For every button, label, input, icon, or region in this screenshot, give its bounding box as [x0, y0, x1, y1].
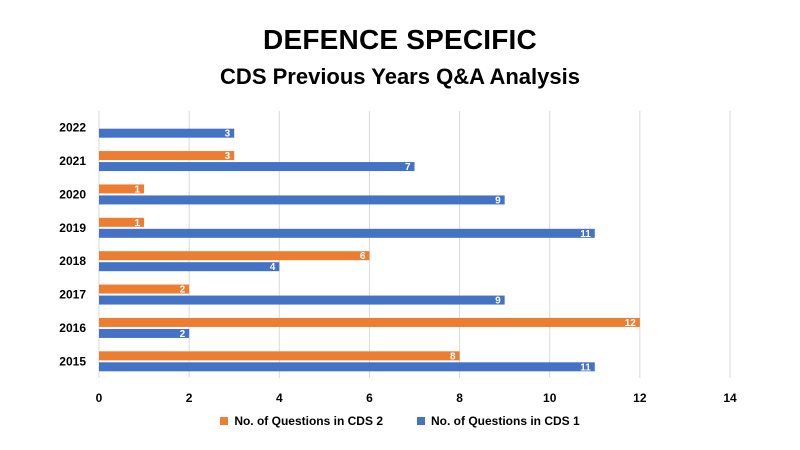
x-tick-label: 8: [456, 391, 463, 405]
y-tick-label: 2019: [59, 221, 86, 235]
x-tick-label: 14: [723, 391, 737, 405]
bar-cds2[interactable]: [99, 151, 235, 161]
data-label: 11: [580, 362, 591, 373]
x-tick-label: 6: [366, 391, 373, 405]
data-label: 3: [225, 129, 231, 140]
data-label: 3: [225, 151, 231, 162]
data-label: 9: [495, 195, 501, 206]
chart-legend: No. of Questions in CDS 2 No. of Questio…: [0, 414, 800, 428]
legend-swatch-cds2: [220, 417, 229, 425]
data-label: 6: [360, 251, 366, 262]
bar-cds1[interactable]: [99, 262, 280, 272]
data-label: 12: [625, 318, 637, 329]
data-label: 8: [450, 351, 456, 362]
y-tick-label: 2016: [59, 321, 86, 335]
bar-cds1[interactable]: [99, 228, 595, 238]
x-tick-label: 2: [186, 391, 193, 405]
y-tick-label: 2020: [59, 187, 86, 201]
legend-label-cds1: No. of Questions in CDS 1: [431, 414, 580, 428]
x-tick-label: 4: [276, 391, 283, 405]
data-label: 2: [180, 285, 186, 296]
chart-title: DEFENCE SPECIFIC: [263, 24, 537, 55]
legend-label-cds2: No. of Questions in CDS 2: [234, 414, 383, 428]
bar-cds2[interactable]: [99, 217, 145, 227]
bar-cds2[interactable]: [99, 317, 640, 327]
data-label: 7: [405, 162, 411, 173]
bar-cds2[interactable]: [99, 351, 460, 361]
chart-subtitle: CDS Previous Years Q&A Analysis: [220, 64, 580, 89]
bar-cds1[interactable]: [99, 195, 505, 205]
y-tick-label: 2018: [59, 254, 86, 268]
data-label: 11: [580, 229, 591, 240]
data-label: 4: [270, 262, 276, 273]
bar-cds1[interactable]: [99, 162, 415, 172]
bar-cds1[interactable]: [99, 295, 505, 305]
bar-cds2[interactable]: [99, 184, 145, 194]
bar-cds1[interactable]: [99, 328, 190, 338]
x-tick-label: 12: [633, 391, 647, 405]
data-label: 9: [495, 296, 501, 307]
x-tick-label: 0: [96, 391, 103, 405]
bar-cds2[interactable]: [99, 251, 370, 261]
y-tick-label: 2015: [59, 354, 86, 368]
legend-item-cds1[interactable]: No. of Questions in CDS 1: [417, 414, 580, 428]
x-tick-label: 10: [543, 391, 557, 405]
legend-item-cds2[interactable]: No. of Questions in CDS 2: [220, 414, 383, 428]
data-label: 2: [180, 329, 186, 340]
bar-cds1[interactable]: [99, 362, 595, 372]
data-label: 1: [135, 184, 141, 195]
bar-cds2[interactable]: [99, 284, 190, 294]
y-tick-label: 2022: [59, 121, 86, 135]
data-label: 1: [135, 218, 141, 229]
bar-cds1[interactable]: [99, 128, 235, 138]
legend-swatch-cds1: [417, 417, 425, 425]
y-tick-label: 2021: [59, 154, 86, 168]
y-tick-label: 2017: [59, 288, 86, 302]
